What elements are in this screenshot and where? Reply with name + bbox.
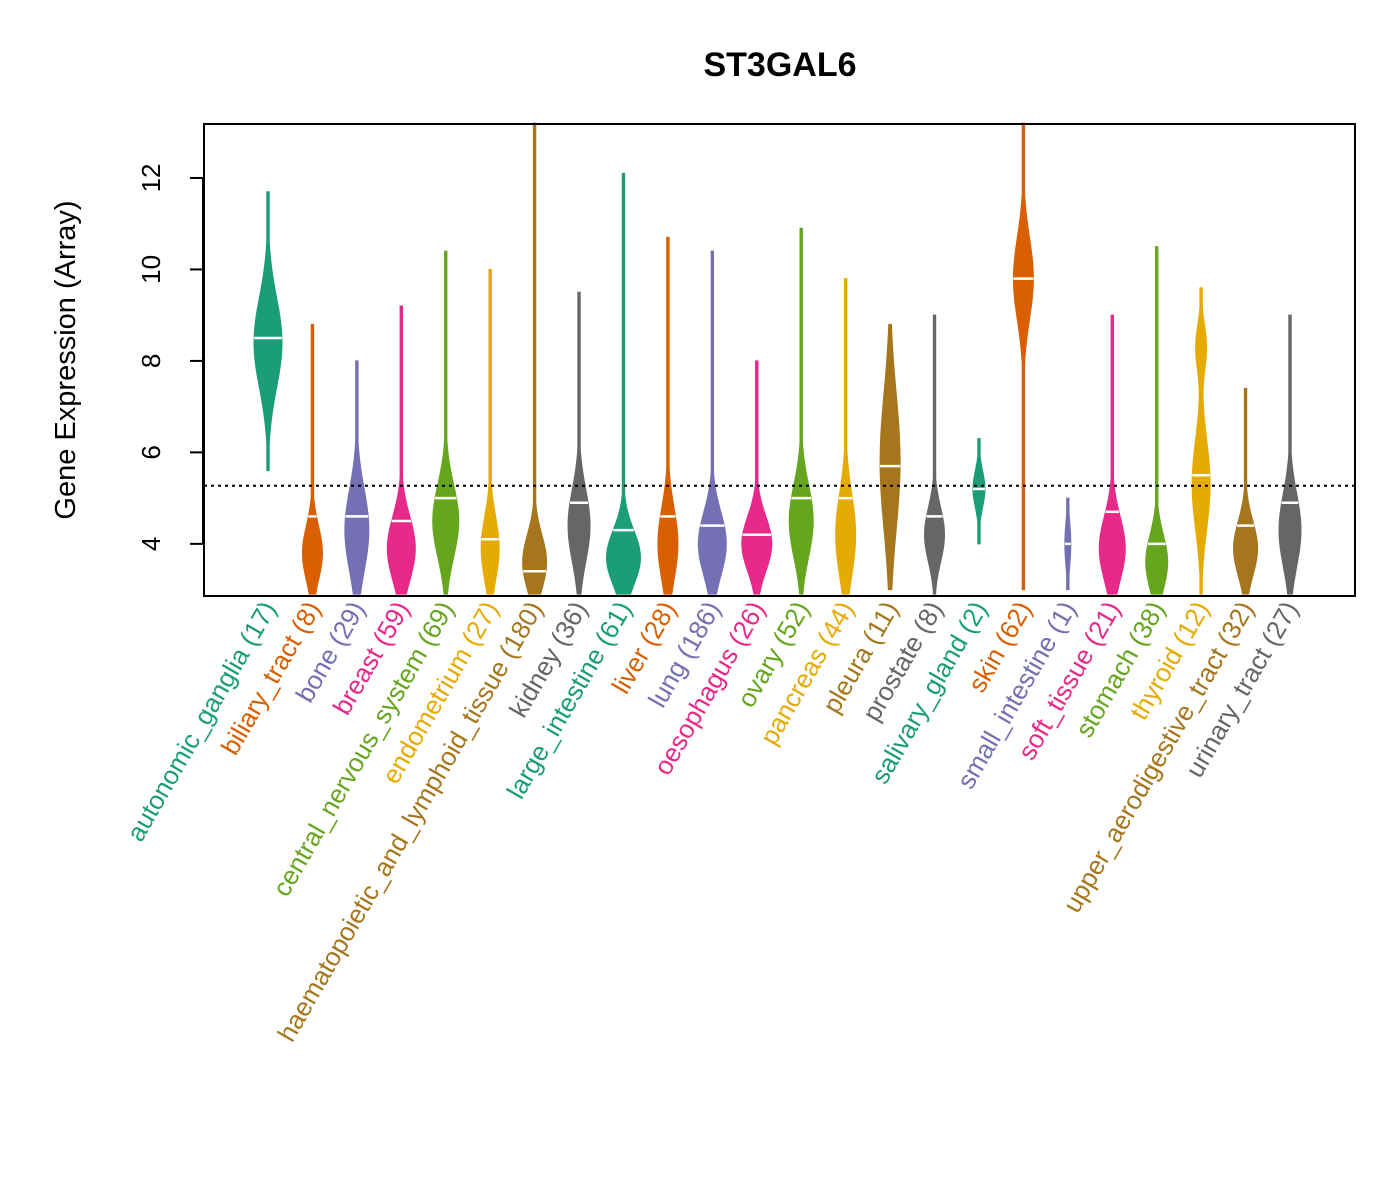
chart-title: ST3GAL6: [703, 46, 856, 84]
violin-body: [657, 236, 679, 595]
violin-body: [1278, 314, 1302, 595]
violin-body: [480, 268, 500, 595]
violin-body: [1191, 287, 1211, 595]
y-axis-label: Gene Expression (Array): [50, 200, 82, 519]
violin-autonomic_ganglia: [253, 191, 283, 472]
violin-biliary_tract: [301, 323, 323, 595]
violin-skin: [1012, 122, 1034, 591]
violin-small_intestine: [1064, 497, 1072, 591]
violin-thyroid: [1191, 287, 1211, 595]
violin-urinary_tract: [1278, 314, 1302, 595]
violin-body: [1012, 122, 1034, 591]
violin-body: [1233, 387, 1259, 595]
violin-body: [835, 278, 857, 595]
violin-body: [972, 438, 986, 545]
violin-haematopoietic_and_lymphoid_tissue: [522, 122, 548, 595]
violins: [253, 122, 1302, 595]
violin-ovary: [788, 227, 814, 595]
violin-pancreas: [835, 278, 857, 595]
y-tick-label: 12: [136, 164, 166, 193]
violin-body: [924, 314, 946, 595]
violin-stomach: [1145, 246, 1169, 595]
y-tick-label: 8: [136, 354, 166, 368]
plot-frame: [203, 123, 1356, 597]
y-tick-label: 4: [136, 537, 166, 551]
violin-oesophagus: [741, 360, 773, 595]
y-axis: 4 6 8 10 12: [136, 164, 204, 551]
violin-large_intestine: [605, 172, 641, 595]
violin-body: [253, 191, 283, 472]
violin-breast: [386, 305, 416, 595]
violin-liver: [657, 236, 679, 595]
violin-body: [522, 122, 548, 595]
violin-body: [301, 323, 323, 595]
violin-upper_aerodigestive_tract: [1233, 387, 1259, 595]
violin-endometrium: [480, 268, 500, 595]
violin-prostate: [924, 314, 946, 595]
violin-body: [386, 305, 416, 595]
violin-body: [741, 360, 773, 595]
violin-body: [605, 172, 641, 595]
violin-body: [697, 250, 727, 595]
violin-bone: [344, 360, 370, 595]
violin-pleura: [879, 323, 901, 591]
violin-body: [432, 250, 460, 595]
violin-body: [1145, 246, 1169, 595]
violin-body: [788, 227, 814, 595]
violin-soft_tissue: [1098, 314, 1126, 595]
violin-kidney: [567, 291, 591, 595]
violin-body: [879, 323, 901, 591]
violin-lung: [697, 250, 727, 595]
x-axis-labels: autonomic_ganglia (17)biliary_tract (8)b…: [120, 596, 1304, 1047]
y-tick-label: 10: [136, 255, 166, 284]
violin-body: [344, 360, 370, 595]
y-tick-label: 6: [136, 445, 166, 459]
violin-salivary_gland: [972, 438, 986, 545]
violin-central_nervous_system: [432, 250, 460, 595]
violin-body: [567, 291, 591, 595]
violin-body: [1098, 314, 1126, 595]
